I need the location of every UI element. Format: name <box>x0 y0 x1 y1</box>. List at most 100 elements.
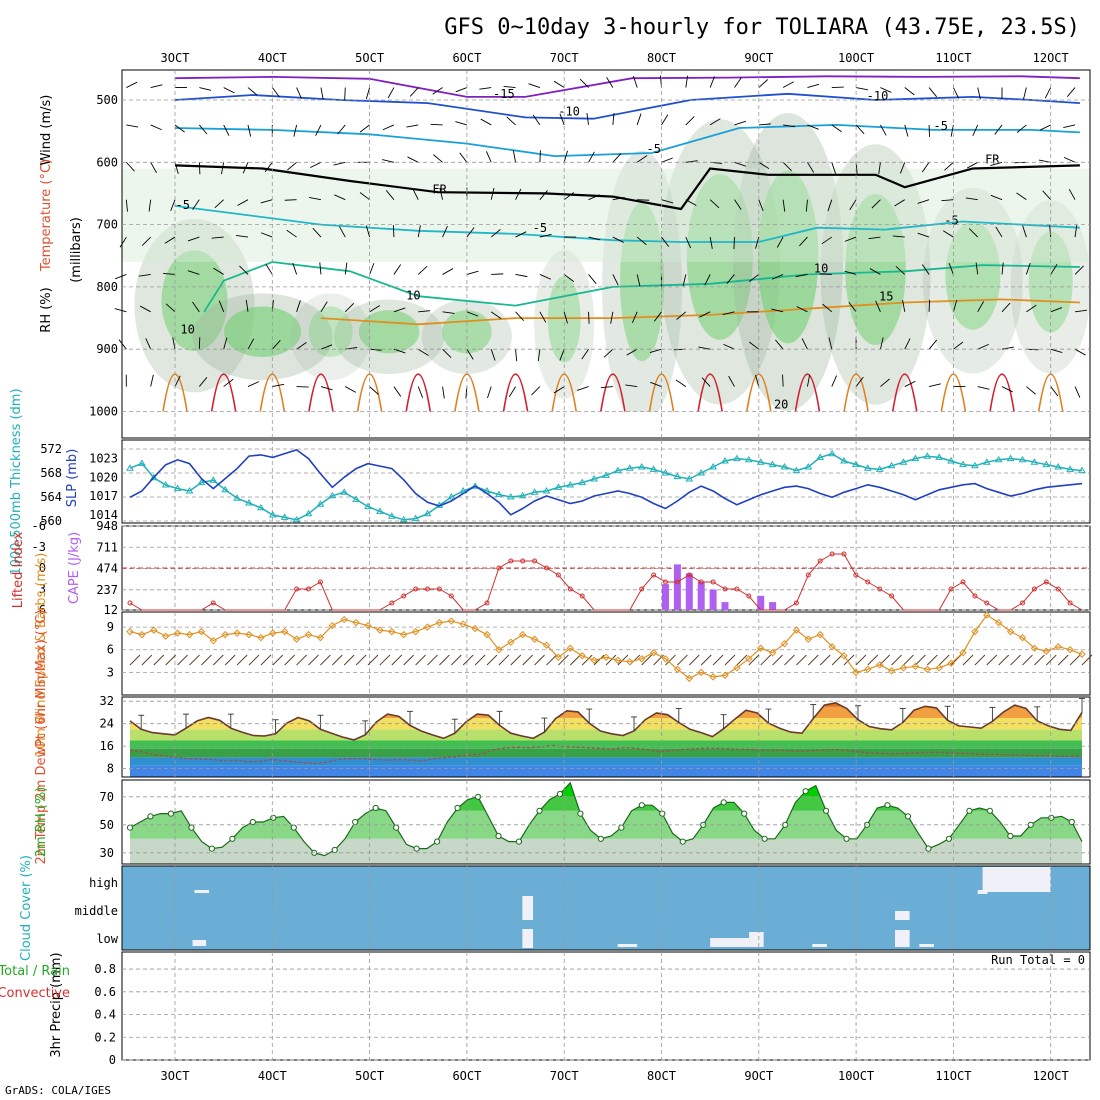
wind-barb <box>894 199 905 207</box>
isotherm-surface <box>210 373 237 412</box>
wind10m-barb <box>1010 654 1021 666</box>
wind-barb <box>172 337 176 350</box>
wind-barb <box>320 386 333 391</box>
wind-barb <box>239 265 249 275</box>
li-marker <box>651 572 657 578</box>
bottom-day-tick-label: 8OCT <box>647 1069 676 1083</box>
thickness-marker <box>614 466 622 474</box>
rh-marker <box>843 835 850 842</box>
wind10m-marker <box>150 626 158 634</box>
wind-barb <box>312 227 322 238</box>
thickness-marker <box>376 507 384 514</box>
wind-barb <box>309 197 322 201</box>
wind10m-barb <box>998 654 1010 666</box>
wind-barb <box>539 233 552 238</box>
wind-barb <box>344 262 348 275</box>
precip-tick-label: 0.6 <box>94 985 116 999</box>
wind-barb <box>612 274 619 286</box>
rh-marker <box>372 804 379 812</box>
wind10m-marker <box>245 630 253 639</box>
wind10m-barb <box>129 654 141 666</box>
rh-marker <box>618 824 625 831</box>
thickness-marker <box>209 476 218 483</box>
thickness-marker <box>887 461 896 469</box>
wind10m-barb <box>772 654 783 666</box>
wind-barb <box>1022 225 1027 238</box>
wind-axis-label: Wind (m/s) <box>39 95 54 166</box>
li-marker <box>841 551 847 557</box>
wind-barb <box>264 162 273 173</box>
li-marker <box>579 593 585 599</box>
wind-barb <box>369 263 375 275</box>
wind-barb <box>1063 156 1076 163</box>
wind10m-barb <box>677 654 688 666</box>
wind-barb <box>928 87 938 98</box>
wind-barb <box>603 348 614 358</box>
wind-barb <box>369 348 382 351</box>
footer-credit: GrADS: COLA/IGES <box>5 1084 111 1097</box>
thickness-marker <box>566 481 575 488</box>
thickness-marker <box>352 495 360 502</box>
wind-barb <box>296 87 302 99</box>
li-marker <box>496 565 502 571</box>
rh-marker <box>515 838 523 845</box>
cape-tick-label: 12 <box>104 603 118 617</box>
wind-barb <box>1074 265 1084 275</box>
bottom-day-tick-label: 4OCT <box>258 1069 287 1083</box>
wind-barb <box>114 308 127 313</box>
rh-marker <box>270 814 277 821</box>
precip-panel: Run Total = 0 0 0.2 0.4 0.6 0.8 3hr Precip (m… <box>0 951 1091 1067</box>
wind-barb <box>807 374 811 387</box>
top-day-tick-label: 9OCT <box>744 51 773 65</box>
thickness-marker <box>423 509 432 517</box>
panel-frame <box>121 865 1091 951</box>
wind-barb <box>292 262 298 275</box>
thickness-marker <box>554 483 563 490</box>
li-marker <box>544 565 549 571</box>
wind-barb <box>455 87 468 93</box>
wind10m-marker <box>828 643 836 651</box>
wind10m-barb <box>1034 654 1045 666</box>
wind-barb <box>382 159 395 163</box>
slp-tick-label: 1023 <box>89 452 118 466</box>
li-tick-label: 3 <box>39 582 46 596</box>
wind-barb <box>165 303 176 313</box>
wind-barb <box>1068 188 1076 200</box>
wind-barb <box>296 341 307 350</box>
panel-frame <box>121 696 1091 778</box>
lifted-index-axis-label: Lifted Index <box>11 531 26 608</box>
li-marker <box>389 600 395 606</box>
wind-barb <box>899 162 906 174</box>
cloud-block <box>895 930 910 947</box>
rh-marker <box>167 810 175 817</box>
wind-barb <box>553 386 565 394</box>
wind-barb <box>365 87 371 100</box>
rh-region-90 <box>945 221 1001 330</box>
wind10m-marker <box>483 630 491 639</box>
li-line <box>129 553 1083 611</box>
wind-barb <box>198 124 208 135</box>
wind10m-marker <box>1066 646 1074 654</box>
wind-barb <box>821 236 833 245</box>
wind-barb <box>406 124 419 128</box>
li-marker <box>1067 600 1073 606</box>
rh-marker <box>1048 814 1055 821</box>
wind10m-marker <box>328 621 337 630</box>
precip-legend-total: Total / Rain <box>0 964 70 979</box>
wind-barb <box>921 264 930 275</box>
wind-barb <box>515 188 522 200</box>
wind-barb <box>676 311 687 320</box>
thickness-marker <box>530 488 539 495</box>
wind-barb <box>387 87 395 99</box>
wind-barb <box>875 300 881 313</box>
wind-barb <box>344 87 346 100</box>
wind-barb <box>1050 264 1058 275</box>
thickness-marker <box>602 471 610 478</box>
wind10m-barb <box>546 654 557 666</box>
thickness-marker <box>899 458 908 465</box>
thickness-marker <box>959 460 967 468</box>
wind-barb <box>508 386 516 398</box>
top-day-tick-label: 6OCT <box>452 51 481 65</box>
wind-barb <box>174 375 181 387</box>
wind-barb <box>417 386 424 398</box>
